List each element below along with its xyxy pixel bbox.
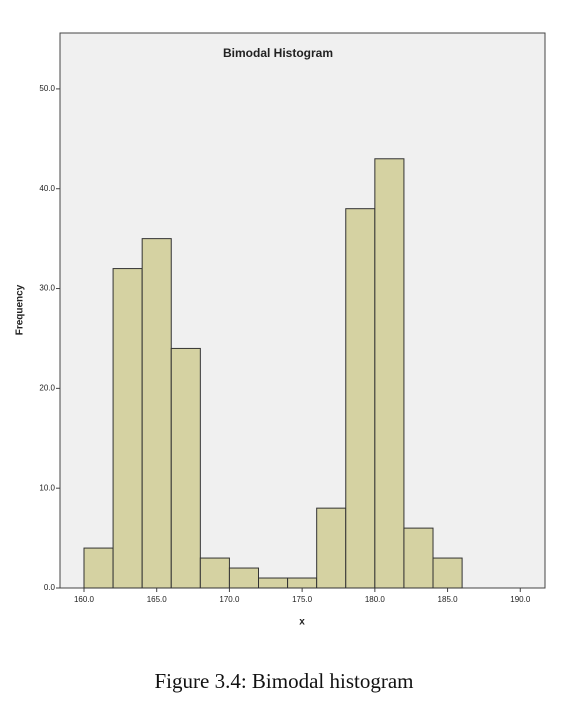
x-tick-label: 185.0 [438, 595, 459, 604]
y-tick-label: 50.0 [39, 84, 55, 93]
bar [228, 567, 260, 589]
chart-title: Bimodal Histogram [223, 46, 333, 60]
bar [112, 268, 143, 589]
y-axis-label: Frequency [15, 284, 26, 335]
y-tick-label: 10.0 [39, 483, 55, 492]
bar [316, 507, 347, 589]
y-tick-label: 30.0 [39, 284, 55, 293]
x-tick-label: 180.0 [365, 595, 386, 604]
x-tick-label: 190.0 [510, 595, 531, 604]
y-tick-label: 40.0 [39, 184, 55, 193]
bar [287, 577, 318, 589]
y-tick-label: 0.0 [44, 583, 56, 592]
x-tick-label: 160.0 [74, 595, 95, 604]
bar [374, 158, 405, 589]
bar [345, 208, 376, 589]
y-tick-label: 20.0 [39, 383, 55, 392]
x-axis-label: x [299, 617, 305, 628]
bar [199, 557, 230, 589]
bar [170, 347, 201, 589]
x-tick-label: 175.0 [292, 595, 313, 604]
x-tick-label: 165.0 [147, 595, 168, 604]
bar [403, 527, 434, 589]
caption: Figure 3.4: Bimodal histogram [155, 669, 414, 693]
x-tick-label: 170.0 [219, 595, 240, 604]
bar [141, 238, 172, 589]
bar [258, 577, 289, 589]
bar [83, 547, 114, 589]
bar [432, 557, 463, 589]
